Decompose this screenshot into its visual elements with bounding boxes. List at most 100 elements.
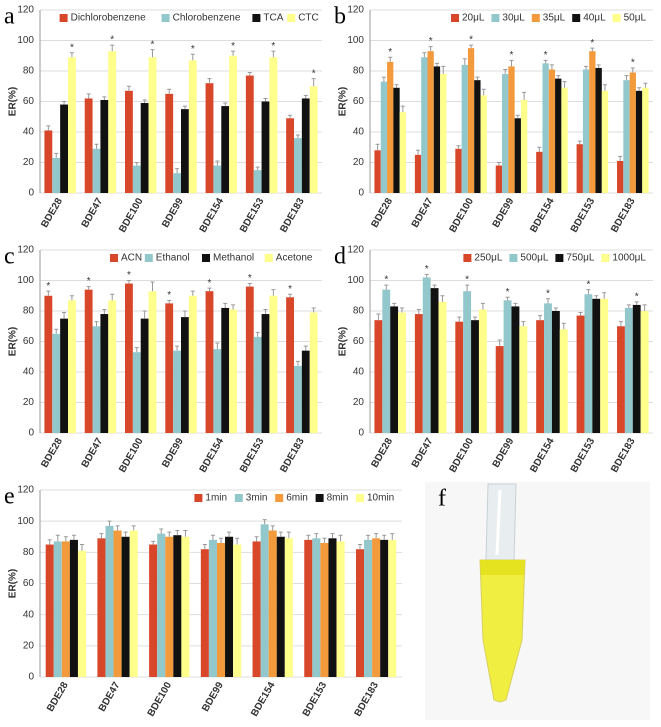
bar [548,69,556,193]
x-tick-label: BDE28 [45,680,71,714]
error-bar [134,347,139,353]
error-bar [306,534,311,540]
legend-label: 1000μL [612,253,646,264]
photo-background [425,482,650,720]
significance-mark: * [312,68,316,79]
error-bar [538,315,543,321]
error-bar [545,298,550,304]
error-bar [596,64,601,68]
x-tick-label: BDE100 [117,436,146,475]
x-tick-label: BDE183 [353,680,382,719]
error-bar [175,168,180,174]
bar [121,536,130,677]
error-bar [626,304,631,308]
y-axis-label: ER(%) [8,327,19,356]
bar [52,333,61,433]
error-bar [142,310,147,319]
error-bar [79,544,84,551]
bar [309,86,318,193]
bar [77,550,87,677]
error-bar [469,44,474,49]
y-tick-label: 20 [23,157,35,168]
bar [60,318,68,433]
x-tick-label: BDE28 [369,436,395,470]
x-tick-label: BDE47 [80,436,106,470]
bar [433,66,441,193]
x-tick-label: BDE100 [448,196,477,235]
error-bar [480,302,485,310]
error-bar [322,537,327,543]
legend-swatch [264,254,273,262]
bar [461,64,468,194]
error-bar [271,50,276,58]
legend-label: 50μL [624,13,647,24]
error-bar [465,284,470,292]
legend-swatch [572,14,581,22]
panel-label: a [4,4,15,30]
error-bar [624,75,629,81]
y-axis-label: ER(%) [8,87,19,116]
error-bar [99,533,104,539]
significance-mark: * [425,264,429,275]
y-tick-label: 120 [347,245,364,256]
error-bar [182,105,187,110]
y-tick-label: 40 [353,367,365,378]
x-tick-label: BDE99 [200,680,226,714]
error-bar [207,78,212,84]
bar [253,170,262,193]
legend-swatch [463,254,472,262]
error-bar [388,56,393,62]
y-tick-label: 0 [28,428,34,439]
bar [67,300,76,433]
error-bar [416,149,421,155]
bar [173,173,181,193]
legend-swatch [275,494,284,502]
bar [320,542,329,677]
legend-swatch [601,254,610,262]
error-bar [107,520,112,526]
bar [372,538,381,677]
bar [92,148,101,193]
bar [463,291,472,433]
error-bar [190,53,195,61]
bar [514,118,521,193]
error-bar [219,537,223,543]
x-tick-label: BDE154 [198,196,227,235]
bar [480,95,487,193]
significance-mark: * [465,275,469,286]
bar [233,544,242,677]
legend-label: Chlorobenzene [173,13,241,24]
bar [380,81,388,193]
bar [617,326,625,433]
error-bar [115,525,120,531]
significance-mark: * [429,36,433,47]
error-bar [46,125,51,131]
error-bar [69,295,74,301]
error-bar [562,81,567,88]
bar [260,524,269,677]
bar [328,538,337,677]
error-bar [522,91,527,100]
error-bar [457,316,462,322]
x-tick-label: BDE47 [80,196,106,230]
bar [181,317,189,433]
error-bar [102,308,107,315]
y-tick-label: 100 [17,275,34,286]
error-bar [288,114,293,119]
bar [157,533,166,677]
legend-swatch [612,14,621,22]
significance-mark: * [631,58,635,69]
bar [551,311,560,433]
bar [374,150,381,193]
significance-mark: * [191,44,195,55]
y-tick-label: 100 [17,516,34,527]
y-axis-label: ER(%) [8,569,19,598]
error-bar [150,281,155,292]
significance-mark: * [544,50,548,61]
bar [430,288,439,433]
x-tick-label: BDE47 [410,436,436,470]
error-bar [462,58,467,65]
bar [520,99,528,193]
bar [544,303,552,433]
bar [245,75,254,193]
